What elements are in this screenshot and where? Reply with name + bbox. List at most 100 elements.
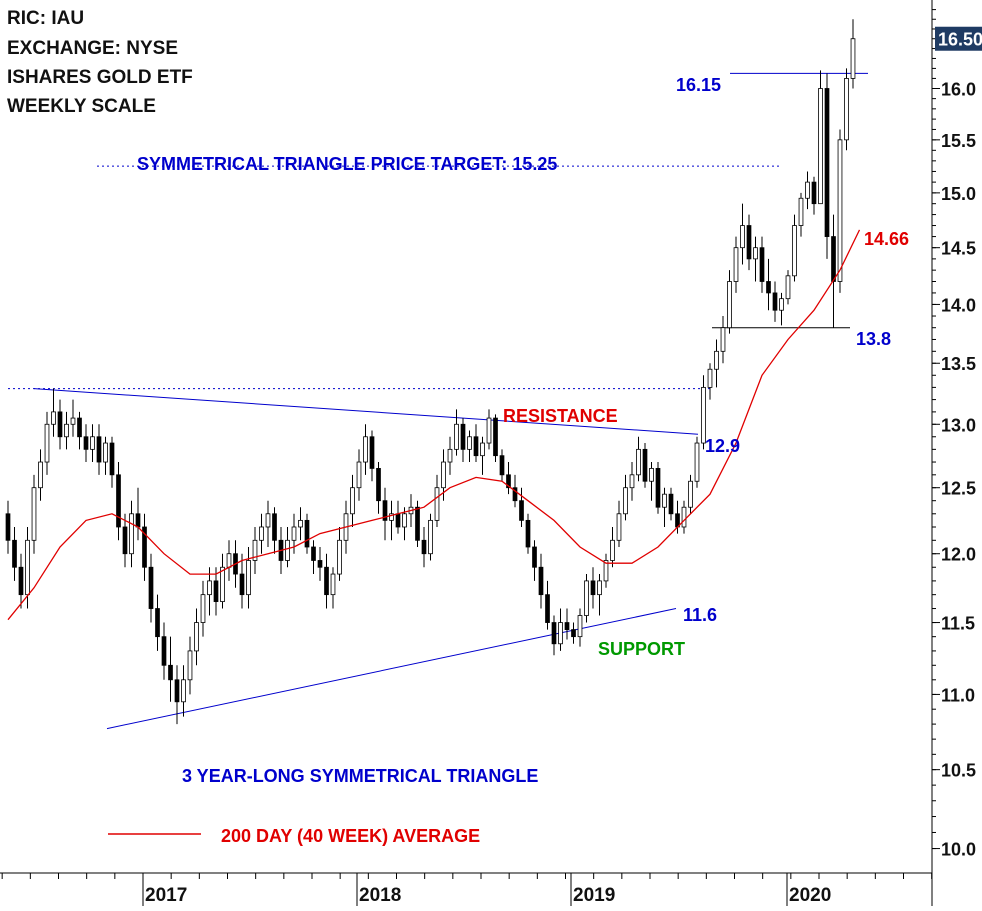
candle-body: [31, 487, 37, 541]
candle-body: [460, 423, 466, 450]
y-axis-tick-label: 12.5: [941, 479, 976, 499]
candle-body: [187, 650, 193, 681]
candle-body: [655, 468, 661, 508]
candle-body: [142, 526, 147, 568]
y-axis-tick-label: 10.5: [941, 761, 976, 781]
candle-body: [77, 417, 82, 438]
y-axis-tick-label: 16.0: [941, 79, 976, 99]
header-line-scale: WEEKLY SCALE: [7, 96, 156, 117]
candle-body: [83, 436, 89, 450]
candle-body: [213, 580, 219, 602]
x-axis-year-label: 2017: [145, 885, 187, 906]
candle-body: [597, 580, 602, 596]
level-12-9-label: 12.9: [705, 436, 740, 456]
candle-body: [369, 436, 375, 469]
last-price-badge: [935, 26, 982, 51]
candle-body: [421, 539, 427, 555]
triangle-label: 3 YEAR-LONG SYMMETRICAL TRIANGLE: [182, 766, 538, 786]
y-axis-tick-label: 15.5: [941, 131, 976, 151]
candle-body: [148, 566, 154, 609]
candle-body: [57, 411, 63, 438]
candle-body: [395, 513, 401, 528]
candle-body: [707, 368, 713, 388]
candle-body: [623, 487, 628, 515]
candle-body: [746, 225, 752, 260]
candle-body: [649, 468, 654, 482]
candle-body: [122, 526, 128, 555]
moving-average-group: [7, 229, 861, 621]
candle-body: [603, 560, 609, 582]
candle-body: [96, 436, 102, 463]
candle-body: [181, 679, 186, 703]
y-axis-tick-label: 10.0: [941, 840, 976, 860]
candle-body: [272, 513, 277, 541]
candle-body: [727, 281, 732, 329]
candle-body: [356, 461, 362, 489]
candle-body: [831, 236, 836, 282]
level-11-6-label: 11.6: [683, 605, 717, 625]
candle-body: [389, 513, 394, 521]
candle-body: [161, 636, 167, 666]
candle-body: [90, 436, 95, 450]
candle-body: [532, 546, 537, 568]
candle-body: [577, 615, 583, 638]
candle-body: [818, 88, 823, 205]
candle-body: [109, 442, 115, 476]
moving-average-line: [7, 229, 861, 621]
candle-body: [733, 247, 739, 282]
candle-body: [571, 629, 576, 638]
candle-body: [441, 461, 446, 489]
candle-body: [168, 664, 173, 681]
candle-body: [525, 519, 531, 548]
candle-body: [545, 594, 550, 623]
candle-body: [174, 679, 180, 703]
candle-body: [759, 247, 765, 282]
candle-body: [610, 539, 615, 561]
x-axis-year-label: 2020: [789, 885, 831, 906]
candle-body: [304, 519, 310, 548]
candle-body: [298, 519, 303, 528]
candle-body: [18, 566, 24, 596]
header-line-exchange: EXCHANGE: NYSE: [7, 38, 179, 59]
candle-body: [740, 225, 745, 249]
candle-body: [629, 474, 635, 489]
candle-body: [850, 38, 856, 79]
y-axis: 10.0 10.5 11.0 11.5 12.0 12.5 13.0 13.5 14.0 14.5…: [931, 0, 982, 906]
candle-body: [324, 566, 329, 596]
candle-body: [402, 513, 407, 528]
x-axis-year-label: 2019: [573, 885, 615, 906]
candle-body: [12, 539, 17, 568]
candle-body: [681, 506, 687, 528]
resistance-trendline: [33, 388, 699, 435]
candle-body: [415, 506, 420, 541]
candle-body: [779, 298, 784, 311]
support-label: SUPPORT: [598, 639, 685, 659]
candle-body: [337, 539, 342, 575]
candle-body: [811, 181, 817, 205]
candle-body: [837, 139, 843, 282]
candle-body: [493, 417, 498, 457]
candle-body: [636, 448, 641, 476]
candle-body: [285, 539, 290, 561]
level-16-15-label: 16.15: [676, 75, 721, 95]
candle-body: [376, 468, 381, 502]
candle-body: [688, 480, 693, 508]
candle-body: [5, 513, 11, 541]
candle-body: [155, 608, 160, 638]
candle-body: [434, 487, 440, 521]
candle-body: [25, 539, 30, 596]
candle-body: [200, 594, 206, 623]
candle-body: [538, 566, 544, 596]
candle-body: [662, 493, 667, 508]
candle-body: [668, 493, 674, 515]
header-line-ric: RIC: IAU: [7, 8, 85, 29]
candle-body: [129, 513, 134, 555]
price-target-label: SYMMETRICAL TRIANGLE PRICE TARGET: 15.25: [137, 154, 557, 174]
candle-body: [551, 622, 557, 645]
legend-ma-label: 200 DAY (40 WEEK) AVERAGE: [221, 826, 480, 846]
candle-body: [506, 474, 511, 489]
x-axis-year-label: 2018: [359, 885, 401, 906]
candle-body: [363, 436, 368, 463]
